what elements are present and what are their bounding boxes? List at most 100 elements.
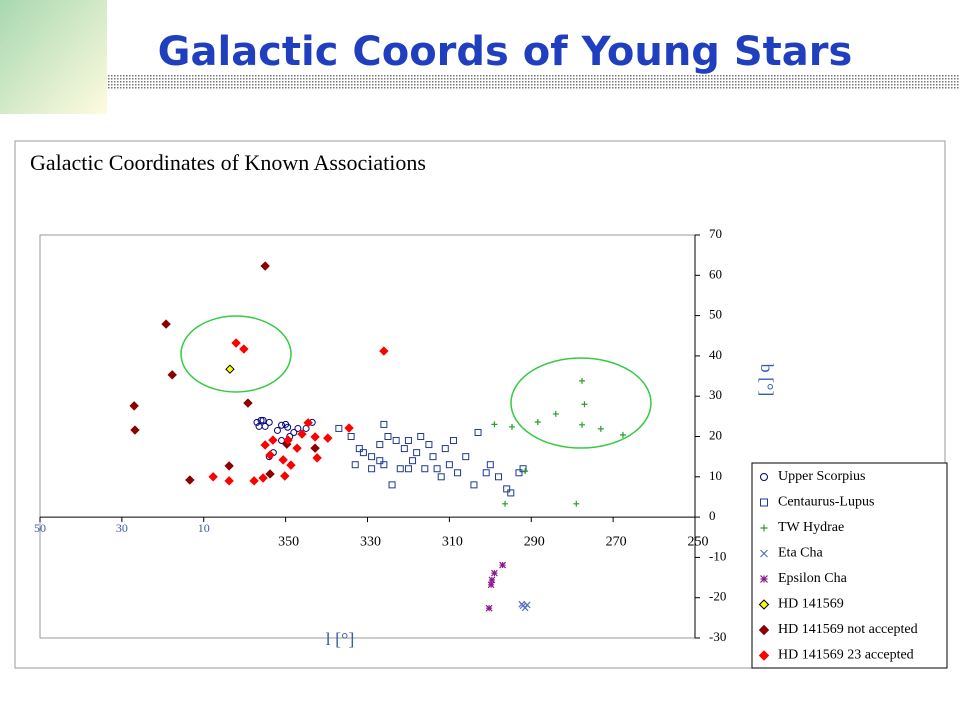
point bbox=[409, 457, 417, 465]
legend-label: Upper Scorpius bbox=[778, 469, 866, 484]
point bbox=[760, 549, 768, 558]
point bbox=[255, 422, 263, 430]
point bbox=[396, 465, 404, 473]
point bbox=[259, 416, 267, 424]
point bbox=[388, 481, 396, 489]
point bbox=[579, 421, 586, 428]
point bbox=[303, 418, 313, 428]
point bbox=[404, 437, 412, 445]
x-tick-label: 10 bbox=[198, 521, 210, 535]
x-tick-label: 310 bbox=[442, 534, 463, 549]
point bbox=[278, 421, 286, 429]
legend-label: HD 141569 23 accepted bbox=[778, 648, 914, 663]
legend-label: HD 141569 not accepted bbox=[778, 622, 918, 637]
legend-label: HD 141569 bbox=[778, 597, 844, 612]
point bbox=[380, 461, 388, 469]
point bbox=[581, 401, 588, 408]
point bbox=[265, 418, 273, 426]
point bbox=[454, 469, 462, 477]
point bbox=[379, 346, 389, 356]
point bbox=[482, 469, 490, 477]
x-tick-label: 350 bbox=[278, 534, 299, 549]
point bbox=[253, 418, 261, 426]
point bbox=[239, 344, 249, 354]
point bbox=[518, 600, 526, 608]
point bbox=[491, 421, 498, 428]
point bbox=[257, 416, 265, 424]
y-tick-label: 50 bbox=[709, 307, 722, 322]
point bbox=[474, 428, 482, 436]
y-tick-label: 60 bbox=[709, 266, 722, 281]
point bbox=[225, 364, 235, 374]
point bbox=[351, 461, 359, 469]
point bbox=[486, 461, 494, 469]
x-tick-label: 50 bbox=[34, 521, 46, 535]
point bbox=[278, 455, 288, 465]
point bbox=[437, 473, 445, 481]
point bbox=[355, 445, 363, 453]
point bbox=[552, 410, 559, 417]
legend-label: TW Hydrae bbox=[778, 520, 844, 535]
y-axis-label: b [°] bbox=[757, 364, 777, 397]
point bbox=[231, 338, 241, 348]
y-tick-label: 70 bbox=[709, 226, 722, 241]
point bbox=[130, 425, 140, 435]
point bbox=[619, 431, 626, 438]
point bbox=[449, 437, 457, 445]
point bbox=[185, 475, 195, 485]
point bbox=[249, 476, 259, 486]
point bbox=[522, 468, 529, 475]
x-tick-label: 330 bbox=[360, 534, 381, 549]
point bbox=[359, 449, 367, 457]
point bbox=[495, 473, 502, 481]
point bbox=[258, 473, 268, 483]
x-tick-label: 30 bbox=[116, 521, 128, 535]
point bbox=[579, 377, 586, 384]
y-tick-label: 10 bbox=[709, 468, 722, 483]
point bbox=[280, 471, 290, 481]
point bbox=[758, 624, 770, 636]
point bbox=[283, 435, 293, 445]
title-bar bbox=[107, 75, 960, 90]
point bbox=[413, 449, 421, 457]
point bbox=[429, 453, 437, 461]
point bbox=[167, 370, 177, 380]
point bbox=[224, 476, 234, 486]
point bbox=[243, 398, 253, 408]
legend-label: Centaurus-Lupus bbox=[778, 495, 874, 510]
point bbox=[404, 465, 412, 473]
point bbox=[523, 601, 531, 609]
point bbox=[760, 498, 768, 507]
point bbox=[758, 650, 770, 661]
y-tick-label: -30 bbox=[709, 629, 726, 644]
legend bbox=[751, 462, 948, 669]
point bbox=[380, 420, 388, 428]
point bbox=[502, 500, 509, 507]
point bbox=[499, 561, 507, 569]
corner-decoration bbox=[0, 0, 107, 114]
point bbox=[376, 441, 384, 449]
y-tick-label: 0 bbox=[709, 508, 716, 523]
point bbox=[470, 481, 478, 489]
point bbox=[462, 453, 470, 461]
y-tick-label: 40 bbox=[709, 347, 722, 362]
point bbox=[760, 575, 768, 583]
point bbox=[268, 435, 278, 445]
point bbox=[573, 500, 580, 507]
point bbox=[368, 465, 376, 473]
point bbox=[294, 424, 302, 432]
point bbox=[384, 433, 392, 440]
point bbox=[503, 485, 511, 493]
point bbox=[208, 472, 218, 482]
point bbox=[433, 465, 441, 473]
point bbox=[265, 450, 275, 460]
point bbox=[441, 445, 449, 453]
point bbox=[224, 461, 234, 471]
legend-label: Eta Cha bbox=[778, 546, 823, 561]
point bbox=[335, 424, 343, 432]
point bbox=[392, 437, 400, 445]
x-axis-label: l [°] bbox=[326, 629, 355, 649]
legend-label: Epsilon Cha bbox=[778, 571, 848, 586]
point bbox=[344, 423, 354, 433]
